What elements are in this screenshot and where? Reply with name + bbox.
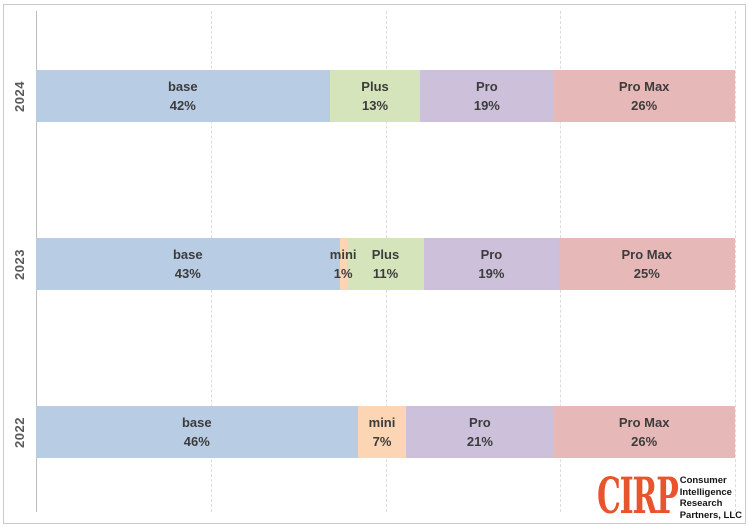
segment-label: base 46% <box>181 415 212 449</box>
logo-caption-line: Research <box>679 498 723 509</box>
axis-label-2024: 2024 <box>11 80 27 112</box>
segment-label: Pro 21% <box>466 415 493 449</box>
cirp-logo-caption: Consumer Intelligence Research Partners,… <box>680 475 742 521</box>
segment-label: mini 1% <box>329 247 357 281</box>
axis-label-2023: 2023 <box>11 248 27 280</box>
segment-2022-base: base 46% <box>36 406 358 458</box>
segment-2024-pro-max: Pro Max 26% <box>553 70 735 122</box>
segment-2023-pro-max: Pro Max 25% <box>558 238 736 290</box>
cirp-logo-text: CIRP <box>596 466 679 525</box>
axis-label-2022: 2022 <box>11 416 27 448</box>
segment-2024-base: base 42% <box>36 70 330 122</box>
segment-label: Plus 13% <box>361 79 389 113</box>
segment-label: Pro Max 26% <box>618 415 670 449</box>
segment-label: Pro Max 25% <box>621 247 673 281</box>
segment-label: base 42% <box>167 79 198 113</box>
logo-caption-line: Consumer <box>679 475 727 486</box>
segment-label: Plus 11% <box>371 247 400 281</box>
segment-label: Pro 19% <box>473 79 500 113</box>
segment-label: Pro Max 26% <box>618 79 670 113</box>
logo-caption-line: Partners, LLC <box>679 509 742 521</box>
segment-2023-base: base 43% <box>36 238 340 290</box>
cirp-logo-mark: CIRP <box>597 471 679 521</box>
segment-label: mini 7% <box>368 415 396 449</box>
segment-2022-pro-max: Pro Max 26% <box>553 406 736 458</box>
segment-2023-plus: Plus 11% <box>346 238 425 290</box>
segment-label: Pro 19% <box>478 247 505 281</box>
segment-2023-pro: Pro 19% <box>424 238 559 290</box>
segment-2022-mini: mini 7% <box>357 406 407 458</box>
bar-row-2023: base 43% mini 1% Plus 11% Pro 19% Pro Max 25% <box>36 238 736 290</box>
segment-2023-mini: mini 1% <box>330 238 357 290</box>
segment-2024-plus: Plus 13% <box>329 70 421 122</box>
bar-row-2022: base 46% mini 7% Pro 21% Pro Max 26% <box>36 406 736 458</box>
logo-caption-line: Intelligence <box>679 486 732 498</box>
segment-2024-pro: Pro 19% <box>420 70 554 122</box>
bar-row-2024: base 42% Plus 13% Pro 19% Pro Max 26% <box>36 70 735 122</box>
segment-2022-pro: Pro 21% <box>406 406 554 458</box>
plot-area: base 42% Plus 13% Pro 19% Pro Max 26% base 43% min… <box>36 11 736 512</box>
cirp-logo: CIRP Consumer Intelligence Research Part… <box>597 471 742 521</box>
segment-label: base 43% <box>172 247 203 281</box>
gridline-100-percent <box>735 11 736 512</box>
